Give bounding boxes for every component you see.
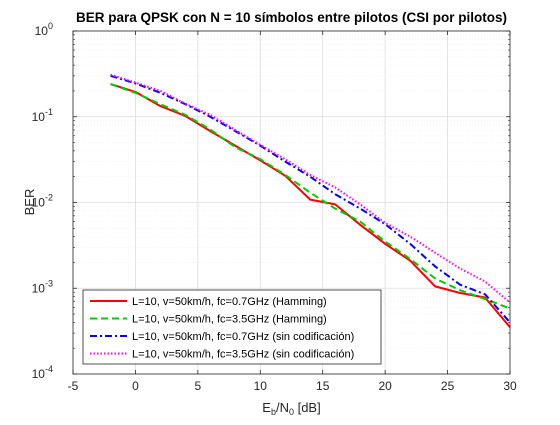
series-line-3: [110, 74, 511, 324]
legend-label-3: L=10, v=50km/h, fc=0.7GHz (sin codificac…: [132, 331, 354, 343]
x-tick-labels: -5 0 5 10 15 20 25 30: [68, 379, 517, 393]
legend-box: [82, 289, 382, 365]
legend-label-1: L=10, v=50km/h, fc=0.7GHz (Hamming): [132, 296, 327, 308]
series-layer: [110, 73, 511, 328]
x-tick-label: 30: [503, 379, 517, 393]
y-tick-label: 10-4: [32, 364, 53, 381]
x-tick-label: 5: [195, 379, 202, 393]
x-tick-label: 15: [316, 379, 330, 393]
legend-label-4: L=10, v=50km/h, fc=3.5GHz (sin codificac…: [132, 349, 354, 361]
chart-title: BER para QPSK con N = 10 símbolos entre …: [76, 10, 507, 25]
series-line-2: [110, 83, 511, 310]
ticks: [72, 30, 511, 375]
y-tick-label: 10-2: [32, 193, 53, 210]
y-tick-label: 100: [35, 21, 53, 38]
y-tick-label: 10-3: [32, 278, 53, 295]
legend: L=10, v=50km/h, fc=0.7GHz (Hamming) L=10,…: [82, 289, 382, 365]
x-tick-label: 25: [441, 379, 455, 393]
y-tick-labels: 10-4 10-3 10-2 10-1 100: [32, 21, 53, 381]
y-axis-label: BER: [22, 189, 37, 216]
y-tick-label: 10-1: [32, 107, 53, 124]
series-line-4: [110, 73, 511, 304]
x-tick-label: 0: [132, 379, 139, 393]
x-tick-label: 10: [254, 379, 268, 393]
legend-label-2: L=10, v=50km/h, fc=3.5GHz (Hamming): [132, 314, 327, 326]
x-tick-label: -5: [68, 379, 79, 393]
x-axis-label: Eb/N0 [dB]: [262, 400, 320, 417]
x-tick-label: 20: [378, 379, 392, 393]
series-line-1: [110, 83, 511, 328]
